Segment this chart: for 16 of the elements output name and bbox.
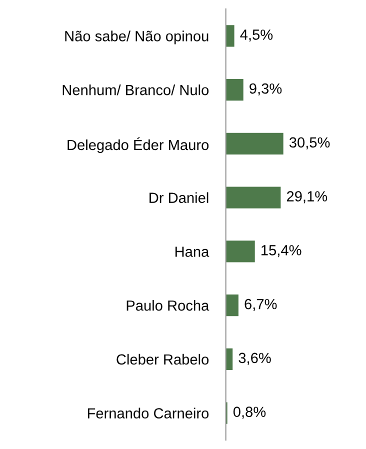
y-tick-label: Fernando Carneiro <box>88 408 209 419</box>
data-label: 15,4% <box>262 245 302 258</box>
data-label: 6,7% <box>244 298 277 311</box>
y-tick-label: Delegado Éder Mauro <box>68 137 209 154</box>
data-label: 9,3% <box>250 83 282 96</box>
y-tick-label: Nenhum/ Branco/ Nulo <box>62 84 209 96</box>
data-label: 3,6% <box>238 352 271 365</box>
y-tick-label: Cleber Rabelo <box>116 354 209 365</box>
data-label: 0,8% <box>233 406 266 419</box>
data-label: 30,5% <box>289 137 330 150</box>
data-label: 29,1% <box>286 191 328 204</box>
y-tick-label: Dr Daniel <box>150 192 208 203</box>
y-tick-label: Hana <box>175 246 210 257</box>
data-label: 4,5% <box>240 30 273 42</box>
y-tick-label: Não sabe/ Não opinou <box>65 30 208 44</box>
y-tick-label: Paulo Rocha <box>126 300 210 311</box>
